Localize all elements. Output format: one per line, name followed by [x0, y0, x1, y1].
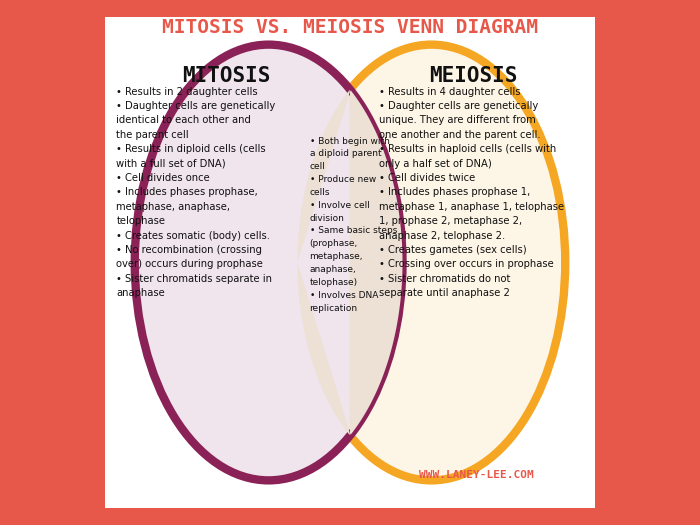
- Text: • Both begin with
a diploid parent
cell
• Produce new
cells
• Involve cell
divis: • Both begin with a diploid parent cell …: [309, 136, 397, 312]
- Text: • Results in 4 daughter cells
• Daughter cells are genetically
unique. They are : • Results in 4 daughter cells • Daughter…: [379, 87, 564, 298]
- FancyBboxPatch shape: [105, 17, 595, 508]
- Ellipse shape: [298, 45, 566, 480]
- Text: MITOSIS VS. MEIOSIS VENN DIAGRAM: MITOSIS VS. MEIOSIS VENN DIAGRAM: [162, 18, 538, 37]
- Text: WWW.LANEY-LEE.COM: WWW.LANEY-LEE.COM: [419, 470, 533, 480]
- Ellipse shape: [134, 45, 402, 480]
- Polygon shape: [298, 90, 402, 435]
- Text: • Results in 2 daughter cells
• Daughter cells are genetically
identical to each: • Results in 2 daughter cells • Daughter…: [116, 87, 276, 298]
- Text: MEIOSIS: MEIOSIS: [429, 66, 517, 86]
- Text: MITOSIS: MITOSIS: [183, 66, 271, 86]
